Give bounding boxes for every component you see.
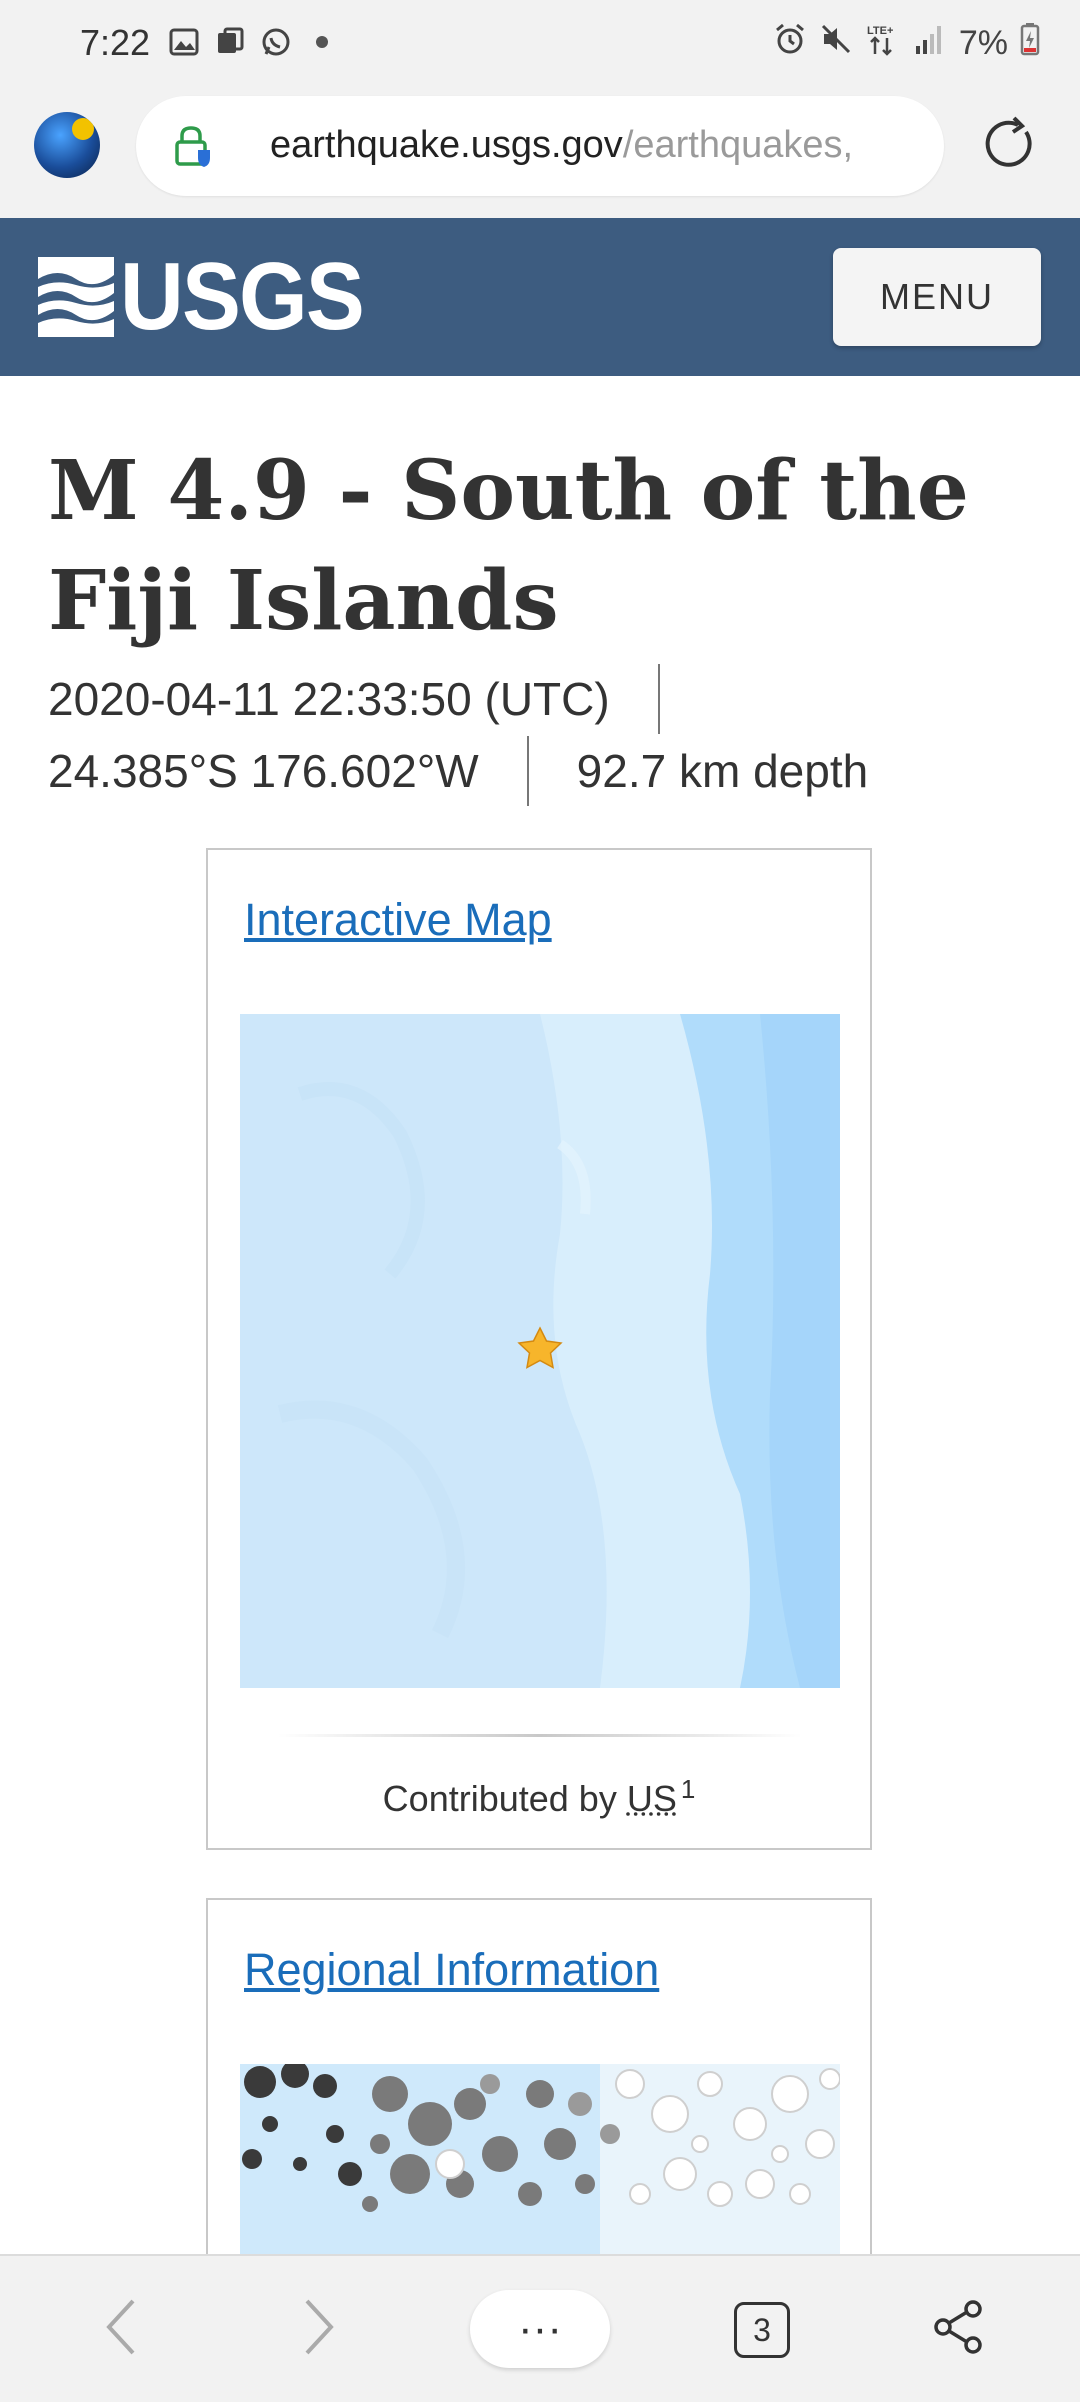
divider xyxy=(278,1734,802,1737)
more-button[interactable]: ··· xyxy=(470,2290,610,2368)
site-header: USGS MENU xyxy=(0,218,1080,376)
alarm-icon xyxy=(773,22,807,65)
url-path: /earthquakes, xyxy=(622,124,854,166)
browser-toolbar: earthquake.usgs.gov/earthquakes, xyxy=(0,90,1080,218)
map-graphic xyxy=(240,1014,840,1688)
status-system-icons: LTE+ 7% xyxy=(773,22,1040,65)
signal-icon xyxy=(913,22,947,65)
status-bar: 7:22 LTE+ 7% xyxy=(0,0,1080,90)
dot-icon xyxy=(306,26,338,58)
divider xyxy=(657,664,660,734)
footnote: 1 xyxy=(680,1774,696,1804)
usgs-logo[interactable]: USGS xyxy=(38,243,384,350)
event-datetime-line: 2020-04-11 22:33:50 (UTC) xyxy=(48,664,708,734)
divider xyxy=(526,736,529,806)
menu-button[interactable]: MENU xyxy=(833,248,1041,346)
gallery-icon xyxy=(168,26,200,58)
battery-icon xyxy=(1020,22,1040,65)
mute-icon xyxy=(819,22,853,65)
avatar[interactable] xyxy=(34,112,100,178)
contributor-link[interactable]: US xyxy=(626,1778,677,1819)
battery-text: 7% xyxy=(958,24,1008,62)
lock-icon[interactable] xyxy=(172,124,212,168)
regional-information-link[interactable]: Regional Information xyxy=(244,1944,660,1995)
url-domain: earthquake.usgs.gov xyxy=(270,124,623,166)
page-title: M 4.9 - South of the Fiji Islands xyxy=(48,443,969,649)
forward-icon[interactable] xyxy=(284,2292,354,2362)
event-location-line: 24.385°S 176.602°W 92.7 km depth xyxy=(48,736,868,806)
contributed-by: Contributed by US 1 xyxy=(208,1774,870,1820)
lte-icon: LTE+ xyxy=(865,22,901,65)
regional-map-graphic xyxy=(240,2064,840,2276)
map-image[interactable] xyxy=(240,1014,840,1688)
back-icon[interactable] xyxy=(86,2292,156,2362)
svg-text:LTE+: LTE+ xyxy=(867,25,893,37)
share-icon[interactable] xyxy=(924,2292,994,2362)
status-time: 7:22 xyxy=(80,22,151,63)
event-coordinates: 24.385°S 176.602°W xyxy=(48,745,479,797)
notification-icon xyxy=(214,26,246,58)
browser-bottom-bar: ··· 3 xyxy=(0,2254,1080,2402)
star-icon[interactable] xyxy=(517,1326,563,1369)
regional-information-card: Regional Information xyxy=(206,1898,872,2278)
interactive-map-card: Interactive Map Contributed by US 1 xyxy=(206,848,872,1850)
tabs-icon[interactable]: 3 xyxy=(734,2302,790,2358)
url-text[interactable]: earthquake.usgs.gov/earthquakes, xyxy=(270,124,920,167)
event-depth: 92.7 km depth xyxy=(576,745,869,797)
reload-icon[interactable] xyxy=(980,114,1040,174)
event-datetime: 2020-04-11 22:33:50 (UTC) xyxy=(48,673,610,725)
status-notification-icons xyxy=(168,26,338,58)
contributed-by-label: Contributed by xyxy=(382,1778,617,1819)
whatsapp-icon xyxy=(260,26,292,58)
usgs-logo-text: USGS xyxy=(120,243,365,350)
interactive-map-link[interactable]: Interactive Map xyxy=(244,894,552,945)
address-bar[interactable]: earthquake.usgs.gov/earthquakes, xyxy=(136,96,944,196)
usgs-waves-icon xyxy=(38,257,114,337)
regional-map-image[interactable] xyxy=(240,2064,840,2276)
